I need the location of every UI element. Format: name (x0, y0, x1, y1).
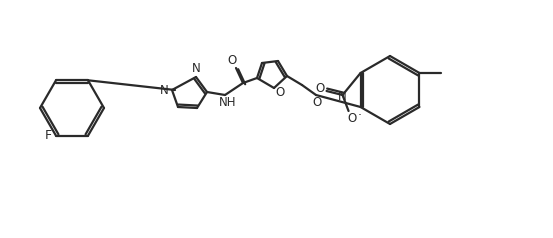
Text: N: N (160, 84, 168, 96)
Text: O: O (347, 111, 356, 124)
Text: O: O (227, 54, 237, 66)
Text: O: O (315, 83, 324, 95)
Text: NH: NH (219, 95, 237, 109)
Text: N: N (338, 90, 347, 104)
Text: O: O (275, 86, 285, 99)
Text: ·: · (358, 109, 362, 123)
Text: N: N (192, 63, 200, 75)
Text: F: F (44, 129, 51, 142)
Text: O: O (312, 95, 322, 109)
